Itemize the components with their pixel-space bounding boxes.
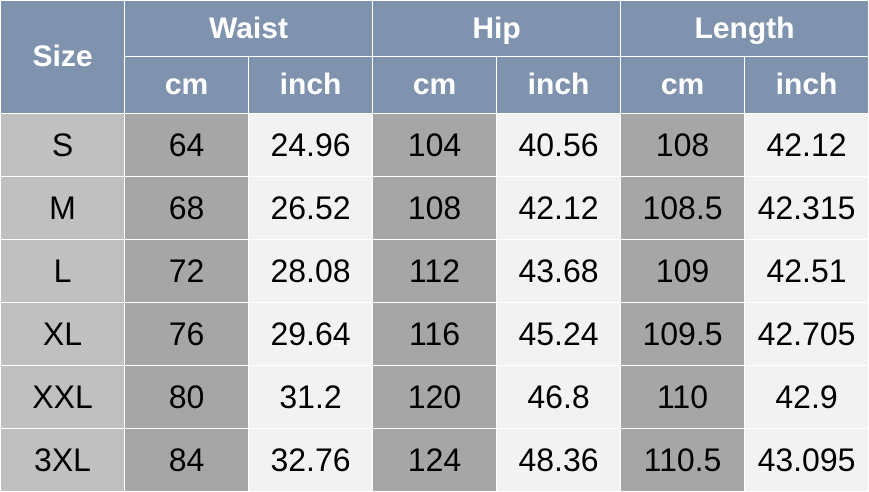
table-row: M 68 26.52 108 42.12 108.5 42.315 [0,176,869,240]
waist-header: Waist [124,0,373,57]
length-cm-header: cm [620,56,745,114]
length-inch-cell: 42.705 [744,302,869,366]
waist-cm-cell: 76 [124,302,249,366]
size-cell: XXL [0,365,125,429]
waist-cm-cell: 80 [124,365,249,429]
size-cell: 3XL [0,428,125,492]
size-cell: XL [0,302,125,366]
hip-cm-cell: 124 [372,428,497,492]
hip-inch-cell: 42.12 [496,176,621,240]
hip-cm-cell: 104 [372,113,497,177]
length-inch-header: inch [744,56,869,114]
waist-cm-cell: 84 [124,428,249,492]
hip-inch-header: inch [496,56,621,114]
hip-cm-header: cm [372,56,497,114]
table-row: 3XL 84 32.76 124 48.36 110.5 43.095 [0,428,869,492]
table-row: S 64 24.96 104 40.56 108 42.12 [0,113,869,177]
length-cm-cell: 109.5 [620,302,745,366]
waist-cm-cell: 68 [124,176,249,240]
waist-cm-header: cm [124,56,249,114]
size-cell: S [0,113,125,177]
size-header: Size [0,0,125,114]
hip-inch-cell: 40.56 [496,113,621,177]
length-cm-cell: 108 [620,113,745,177]
length-cm-cell: 109 [620,239,745,303]
table-row: XL 76 29.64 116 45.24 109.5 42.705 [0,302,869,366]
table-row: XXL 80 31.2 120 46.8 110 42.9 [0,365,869,429]
waist-inch-cell: 29.64 [248,302,373,366]
length-cm-cell: 110.5 [620,428,745,492]
waist-inch-cell: 31.2 [248,365,373,429]
hip-cm-cell: 112 [372,239,497,303]
hip-header: Hip [372,0,621,57]
waist-inch-cell: 28.08 [248,239,373,303]
waist-inch-header: inch [248,56,373,114]
size-cell: L [0,239,125,303]
table-row: L 72 28.08 112 43.68 109 42.51 [0,239,869,303]
length-cm-cell: 108.5 [620,176,745,240]
hip-inch-cell: 43.68 [496,239,621,303]
length-inch-cell: 42.12 [744,113,869,177]
waist-inch-cell: 24.96 [248,113,373,177]
waist-inch-cell: 32.76 [248,428,373,492]
length-inch-cell: 42.315 [744,176,869,240]
length-inch-cell: 42.51 [744,239,869,303]
length-cm-cell: 110 [620,365,745,429]
hip-inch-cell: 48.36 [496,428,621,492]
hip-cm-cell: 116 [372,302,497,366]
hip-cm-cell: 108 [372,176,497,240]
length-inch-cell: 42.9 [744,365,869,429]
length-inch-cell: 43.095 [744,428,869,492]
hip-inch-cell: 45.24 [496,302,621,366]
hip-cm-cell: 120 [372,365,497,429]
hip-inch-cell: 46.8 [496,365,621,429]
waist-cm-cell: 64 [124,113,249,177]
waist-cm-cell: 72 [124,239,249,303]
length-header: Length [620,0,869,57]
waist-inch-cell: 26.52 [248,176,373,240]
size-cell: M [0,176,125,240]
